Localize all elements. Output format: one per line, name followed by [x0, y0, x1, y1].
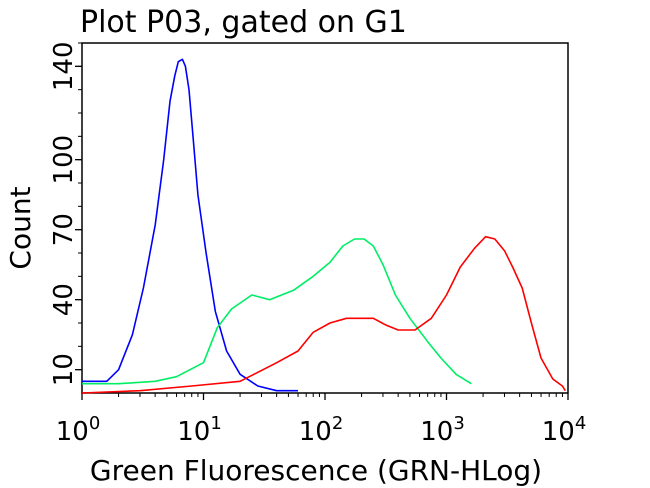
- series-line-1: [82, 58, 298, 392]
- y-axis-label: Count: [4, 186, 37, 269]
- chart-title: Plot P03, gated on G1: [80, 5, 407, 40]
- series-group: [81, 58, 566, 394]
- x-tick-label: 104: [542, 413, 587, 447]
- x-tick-label: 101: [177, 413, 222, 447]
- y-tick-label: 100: [49, 135, 79, 185]
- y-tick-label: 40: [49, 283, 79, 316]
- x-axis-label: Green Fluorescence (GRN-HLog): [90, 454, 542, 487]
- y-tick-label: 70: [49, 213, 79, 246]
- series-line-2: [82, 238, 472, 385]
- y-tick-label: 140: [49, 42, 79, 92]
- x-tick-label: 102: [299, 413, 344, 447]
- y-tick-label: 10: [49, 353, 79, 386]
- x-tick-label: 103: [420, 413, 465, 447]
- plot-frame: [81, 42, 569, 394]
- axis-ticks: 100 101 102 103 104 10 40 70 100 140: [49, 42, 586, 447]
- series-line-3: [81, 235, 566, 394]
- x-tick-label: 100: [56, 413, 101, 447]
